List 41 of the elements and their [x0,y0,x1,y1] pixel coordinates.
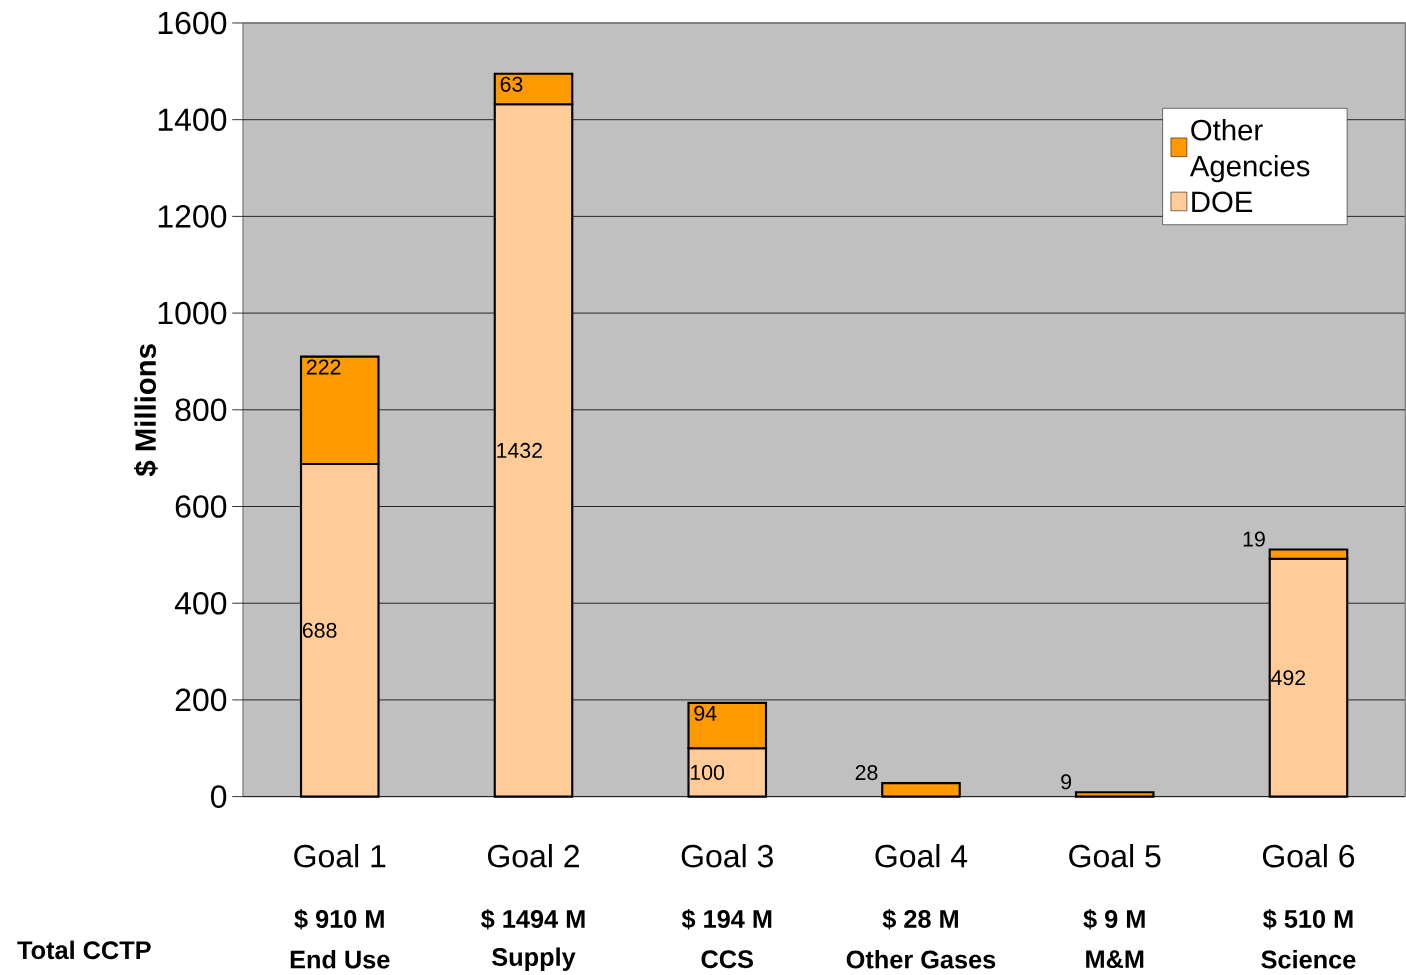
data-label: 28 [855,764,878,780]
text: $ 28 M [882,908,958,930]
data-label: 100 [690,764,725,780]
text: Supply [492,947,576,971]
data-label: 63 [500,76,523,92]
data-label: 492 [1271,669,1306,685]
text: Science [1261,949,1356,969]
text: $ 1494 M [481,908,585,930]
text: $ 194 M [681,908,772,930]
x-tick-label: Goal 4 [875,843,968,868]
data-label: 19 [1243,531,1265,547]
y-tick-label: 400 [174,591,227,615]
y-tick-label: 1600 [158,11,227,35]
y-tick-label: 0 [210,785,227,808]
y-tick-label: 200 [175,688,227,712]
text: M&M [1086,950,1144,968]
text: End Use [290,949,390,969]
text: Total CCTP [17,940,151,959]
y-tick-label: 1400 [158,108,227,131]
x-tick-label: Goal 2 [487,843,579,868]
text: $ 510 M [1263,908,1353,930]
y-tick-label: 800 [175,398,227,421]
text: Other Gases [846,949,996,969]
y-tick-label: 1000 [158,301,227,325]
data-label: 688 [302,622,337,638]
text: $ 9 M [1083,908,1145,930]
y-axis-title: $ Millions [133,343,158,476]
legend-label: Other Agencies [1189,118,1310,183]
data-label: 94 [694,705,717,721]
x-tick-label: Goal 5 [1069,843,1161,868]
data-label: 222 [306,359,341,375]
data-label: 1432 [497,442,542,458]
text: CCS [701,950,753,968]
legend-label: DOE [1192,191,1253,213]
text: $ 910 M [294,908,384,930]
data-label: 9 [1061,774,1072,790]
y-tick-label: 1200 [158,204,227,228]
x-tick-label: Goal 1 [294,843,386,868]
x-tick-label: Goal 6 [1262,843,1355,868]
x-tick-label: Goal 3 [681,843,773,868]
y-tick-label: 600 [175,494,227,518]
